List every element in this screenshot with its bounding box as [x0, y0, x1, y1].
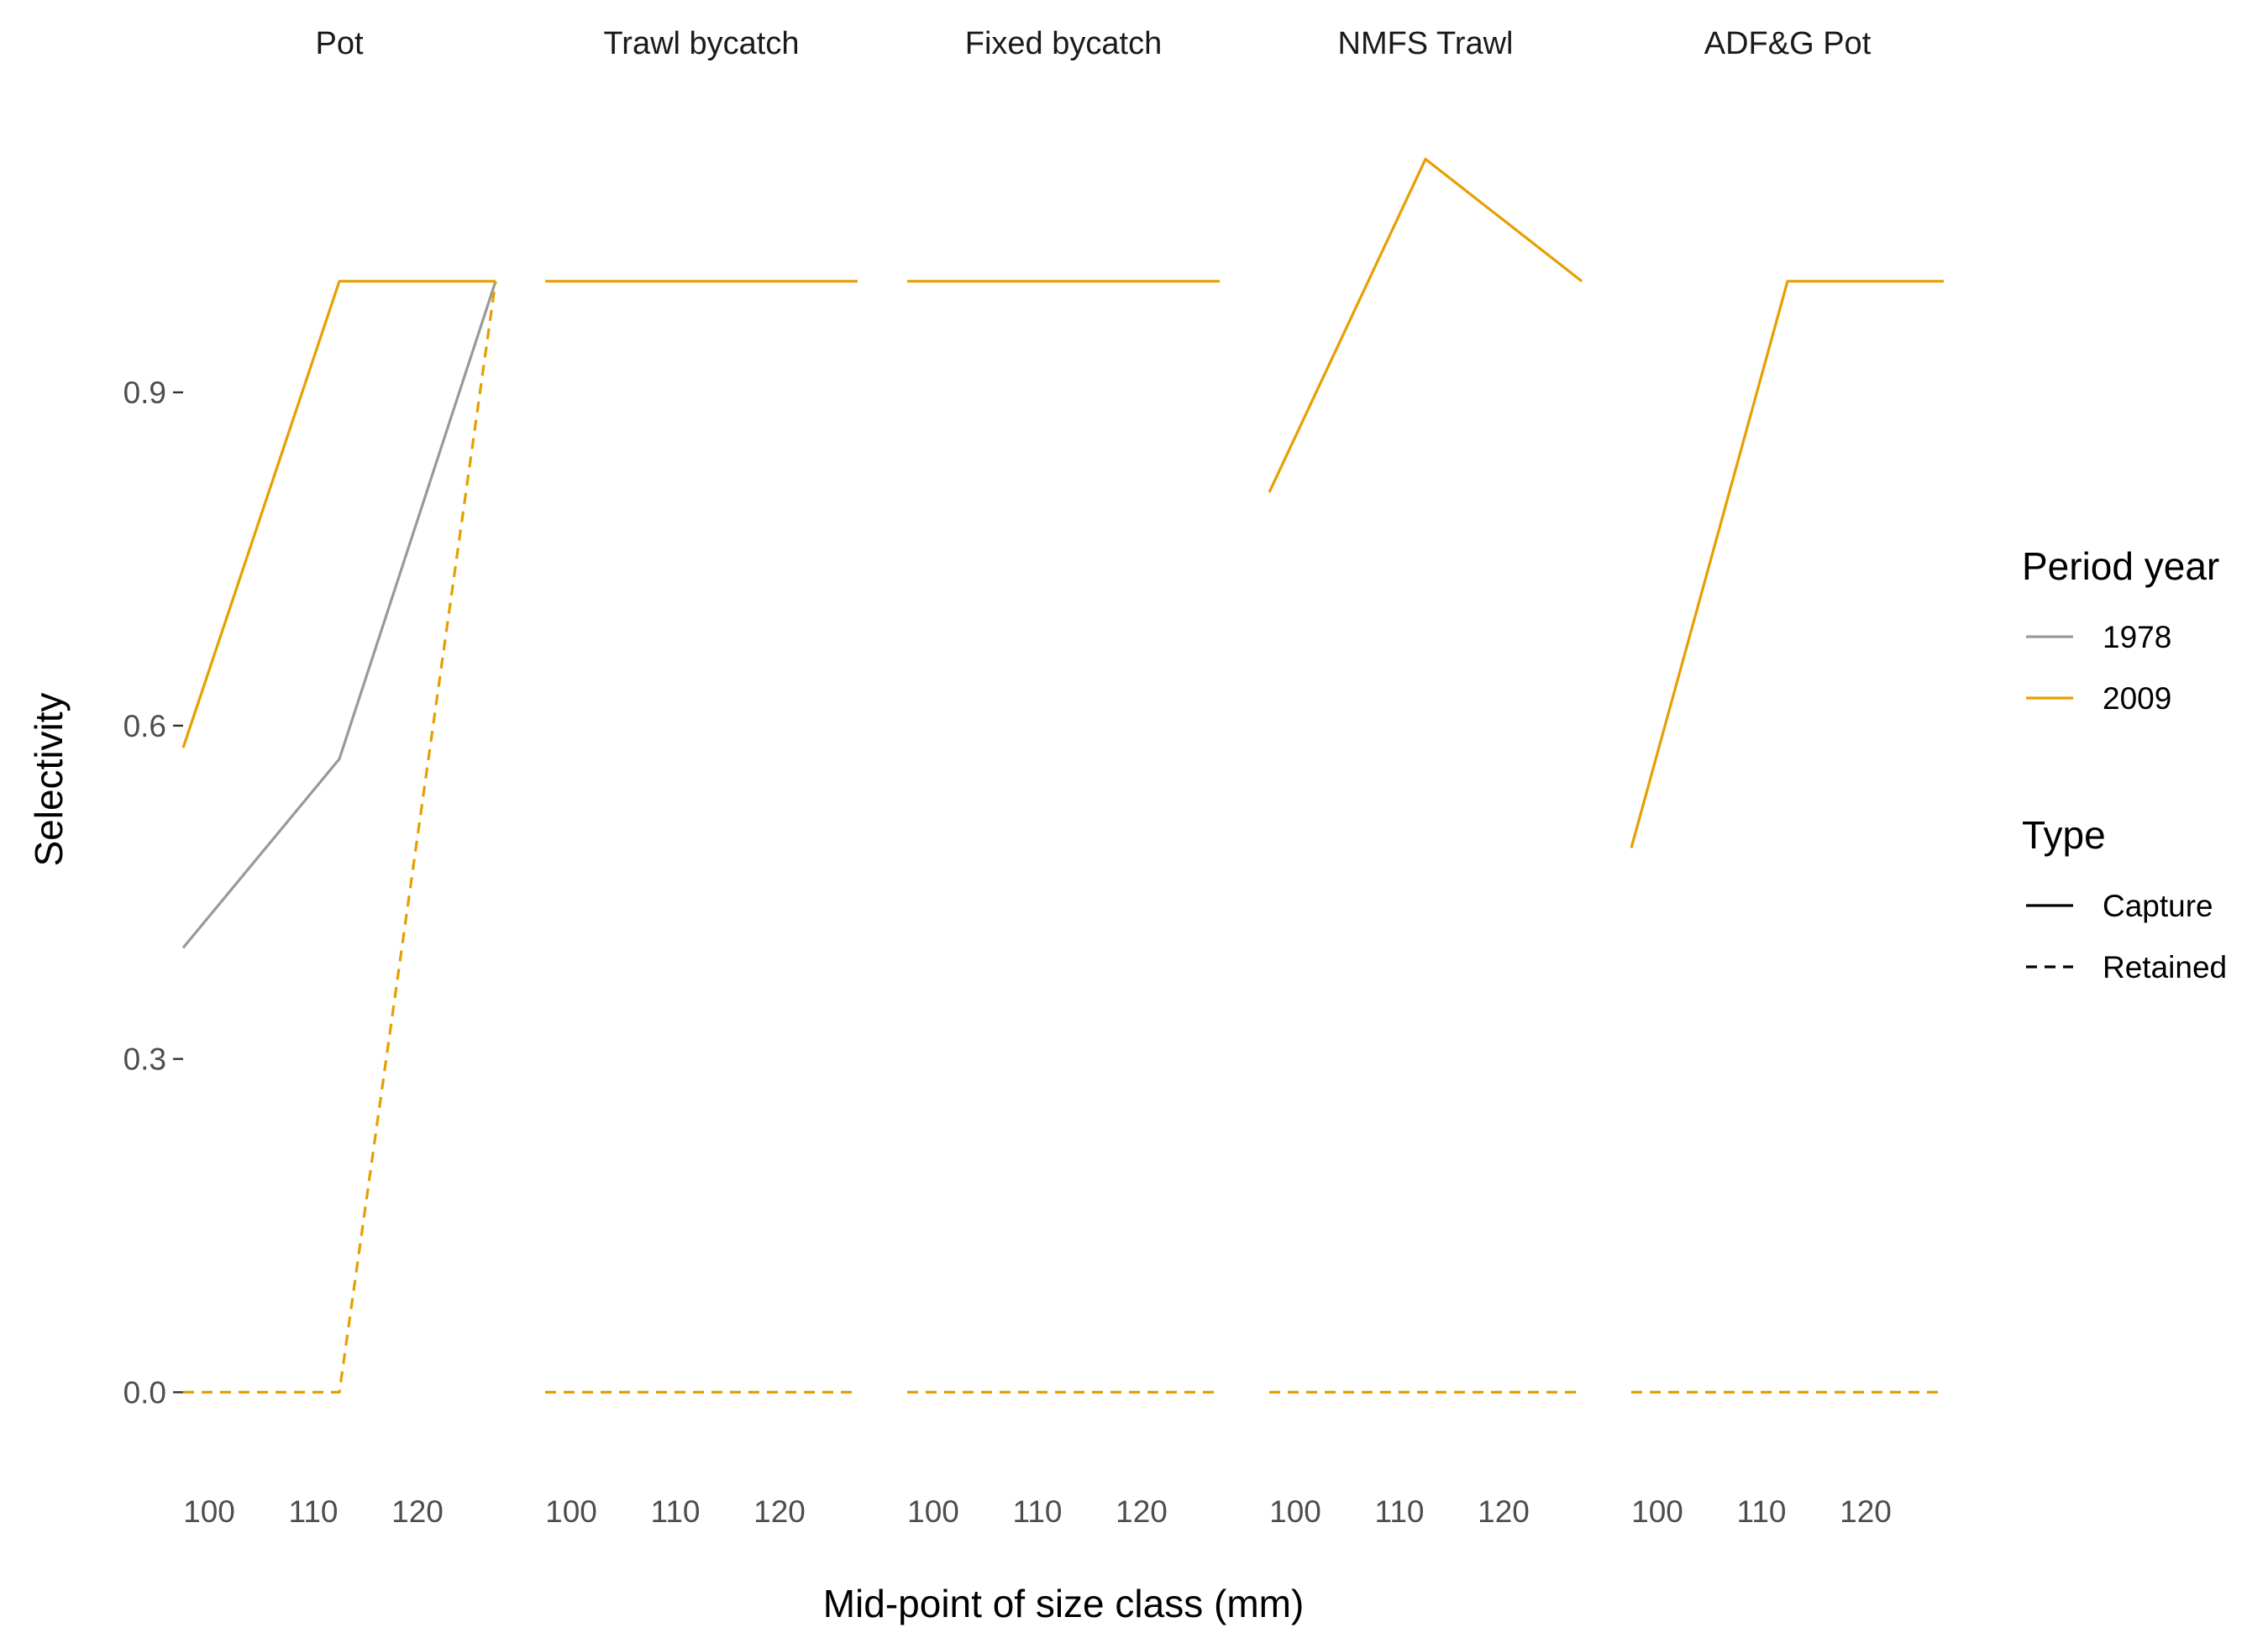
x-tick-label-adfandg-pot-110: 110: [1737, 1494, 1787, 1529]
x-tick-label-nmfs-trawl-100: 100: [1269, 1494, 1321, 1529]
y-axis-title: Selectivity: [27, 692, 71, 866]
panel-nmfs-trawl: NMFS Trawl 100 110 120: [1268, 26, 1583, 1529]
panel-title-adfandg-pot: ADF&G Pot: [1704, 26, 1872, 61]
series-line-pot-2009-capture: [181, 280, 496, 748]
y-axis: 0.0 0.3 0.6 0.9: [123, 375, 183, 1410]
series-line-nmfs-trawl-2009-capture: [1268, 157, 1583, 493]
x-tick-label-nmfs-trawl-110: 110: [1375, 1494, 1425, 1529]
legend-label-1978: 1978: [2103, 620, 2171, 654]
series-line-adfandg-pot-2009-capture: [1630, 280, 1944, 848]
panel-trawl-bycatch: Trawl bycatch 100 110 120: [545, 26, 858, 1529]
x-tick-label-adfandg-pot-100: 100: [1631, 1494, 1683, 1529]
x-tick-label-pot-100: 100: [183, 1494, 235, 1529]
legend-label-2009: 2009: [2103, 681, 2171, 716]
panel-adfandg-pot: ADF&G Pot 100 110 120: [1630, 26, 1944, 1529]
x-tick-label-trawl-bycatch-110: 110: [651, 1494, 701, 1529]
x-tick-label-pot-120: 120: [391, 1494, 444, 1529]
panel-fixed-bycatch: Fixed bycatch 100 110 120: [907, 26, 1220, 1529]
panel-title-pot: Pot: [315, 26, 363, 61]
y-tick-label-0: 0.0: [123, 1375, 166, 1410]
legend-title-type: Type: [2022, 813, 2106, 857]
x-tick-label-fixed-bycatch-110: 110: [1013, 1494, 1063, 1529]
x-tick-label-fixed-bycatch-100: 100: [907, 1494, 959, 1529]
legend-title-period-year: Period year: [2022, 544, 2219, 588]
panel-pot: Pot 100 110 120: [181, 26, 497, 1529]
series-line-pot-1978-capture: [181, 281, 497, 949]
x-tick-label-nmfs-trawl-120: 120: [1478, 1494, 1530, 1529]
x-tick-label-trawl-bycatch-100: 100: [545, 1494, 597, 1529]
legend-label-retained: Retained: [2103, 950, 2227, 984]
series-line-pot-2009-retained: [183, 281, 497, 1394]
x-axis-title: Mid-point of size class (mm): [823, 1582, 1305, 1625]
legend-label-capture: Capture: [2103, 889, 2213, 923]
panel-title-nmfs-trawl: NMFS Trawl: [1338, 26, 1514, 61]
x-tick-label-trawl-bycatch-120: 120: [753, 1494, 806, 1529]
x-tick-label-adfandg-pot-120: 120: [1840, 1494, 1892, 1529]
panel-title-trawl-bycatch: Trawl bycatch: [604, 26, 800, 61]
y-tick-label-2: 0.6: [123, 709, 166, 743]
y-tick-label-3: 0.9: [123, 375, 166, 410]
legend: Period year 1978 2009 Type Capture Retained: [2022, 544, 2227, 984]
panel-title-fixed-bycatch: Fixed bycatch: [965, 26, 1162, 61]
y-tick-label-1: 0.3: [123, 1042, 166, 1077]
x-tick-label-pot-110: 110: [289, 1494, 339, 1529]
x-tick-label-fixed-bycatch-120: 120: [1116, 1494, 1168, 1529]
